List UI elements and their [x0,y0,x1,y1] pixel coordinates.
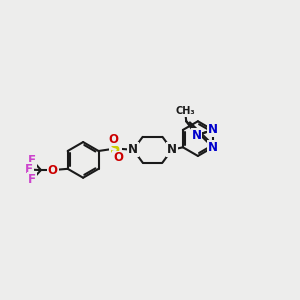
Text: S: S [110,141,121,156]
Text: O: O [113,152,123,164]
Text: O: O [48,164,58,177]
Text: O: O [108,133,118,146]
Text: F: F [28,173,36,186]
Text: N: N [128,143,138,156]
Text: N: N [167,143,177,156]
Text: F: F [25,163,33,176]
Text: N: N [208,123,218,136]
Text: CH₃: CH₃ [175,106,195,116]
Text: N: N [191,129,201,142]
Text: F: F [28,154,36,167]
Text: N: N [208,141,218,154]
